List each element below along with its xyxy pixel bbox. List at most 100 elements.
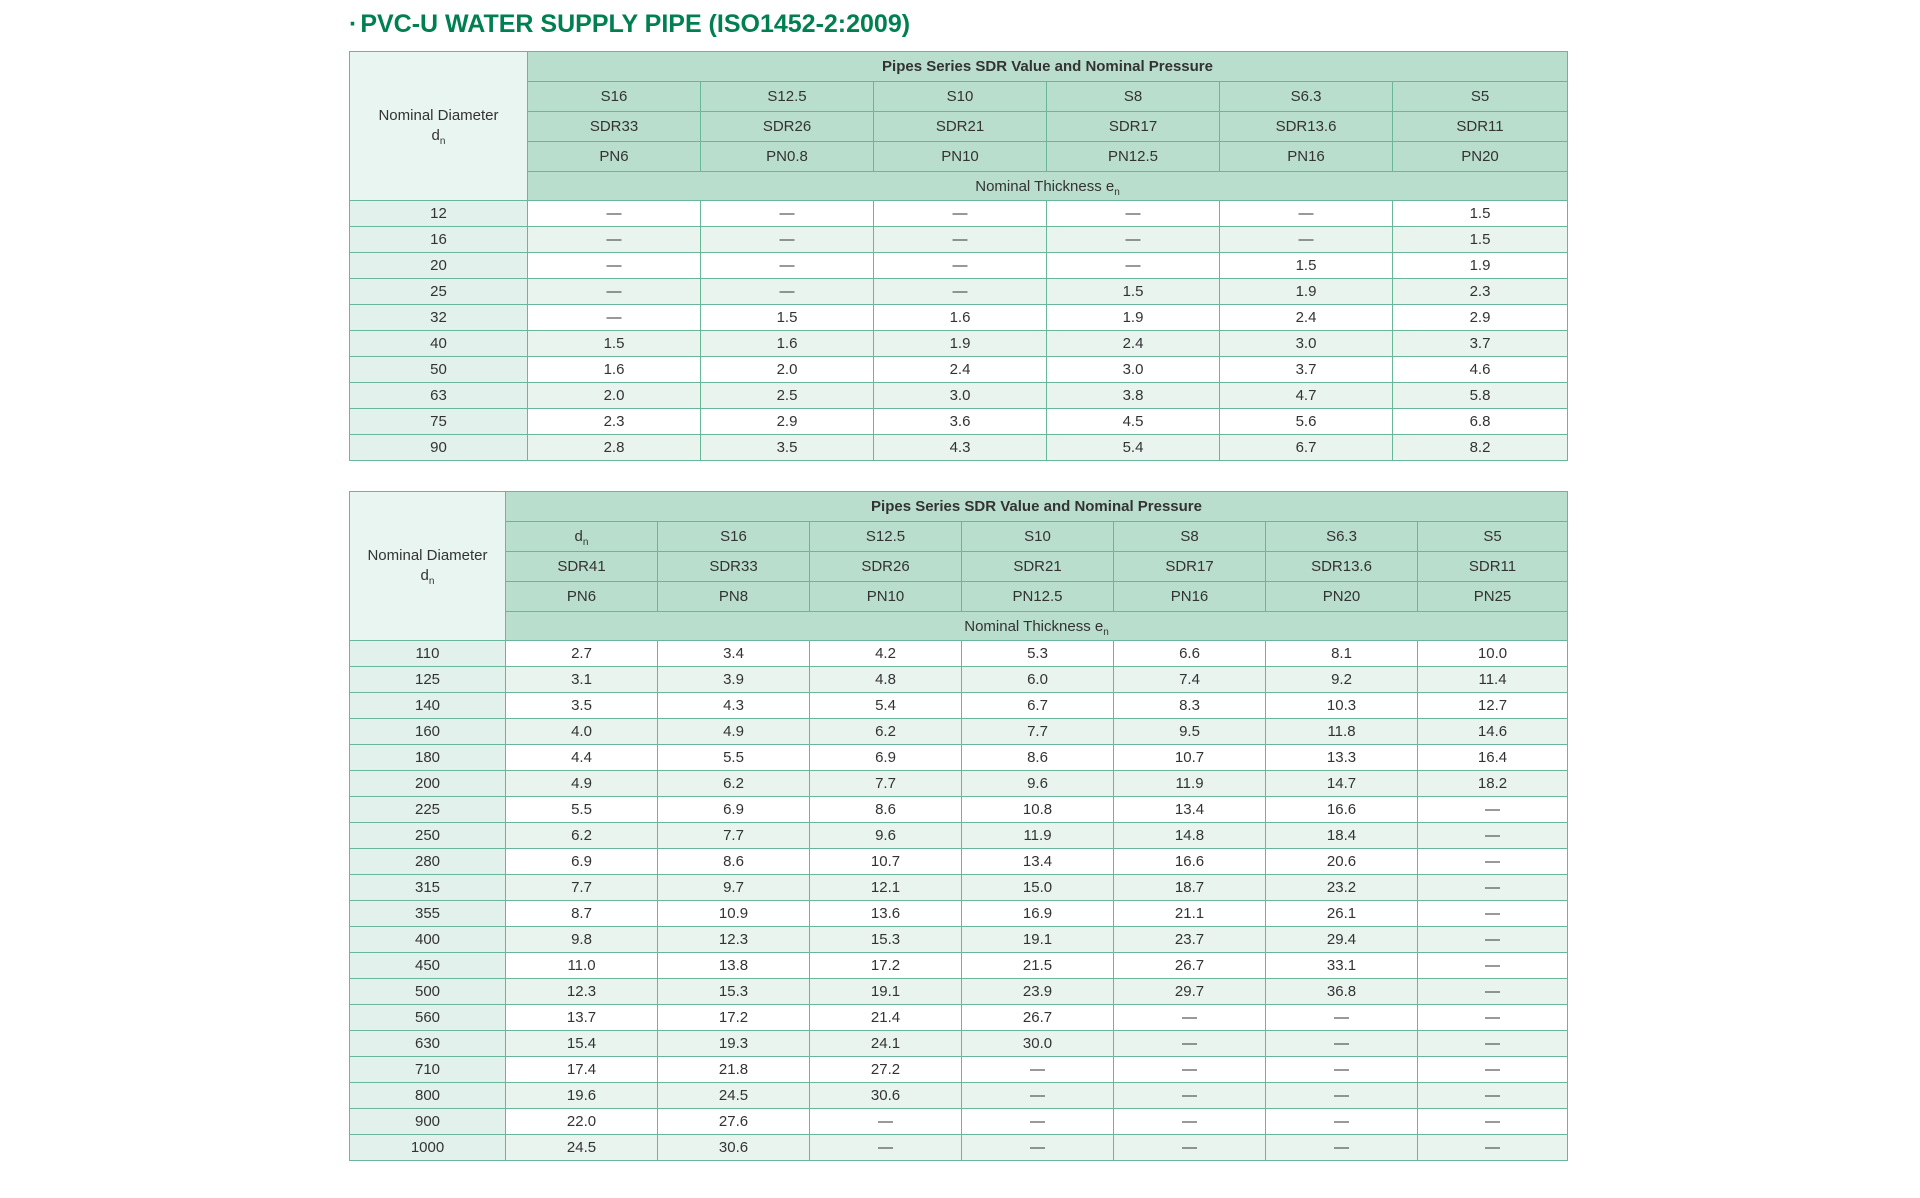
sdr-value-cell: SDR26 [809,551,962,582]
thickness-value-cell: 4.5 [1046,408,1220,435]
thickness-value-cell: 21.5 [961,952,1114,979]
thickness-value-cell: — [873,200,1047,227]
thickness-value-cell: — [873,278,1047,305]
thickness-value-cell: 22.0 [505,1108,658,1135]
thickness-value-cell: 19.3 [657,1030,810,1057]
thickness-value-cell: 9.6 [809,822,962,849]
diameter-cell: 315 [349,874,506,901]
thickness-value-cell: 3.0 [1046,356,1220,383]
thickness-value-cell: 1.5 [1391,200,1569,227]
sdr-value-cell: SDR17 [1113,551,1266,582]
thickness-value-cell: 6.0 [961,666,1114,693]
thickness-value-cell: — [1416,926,1569,953]
thickness-value-cell: 6.9 [809,744,962,771]
diameter-cell: 75 [349,408,528,435]
thickness-value-cell: 13.4 [1113,796,1266,823]
table-row: 450 11.0 13.8 17.2 21.5 26.7 33.1— [349,952,1569,979]
thickness-value-cell: 8.7 [505,900,658,927]
table-row: 16— — — — —1.5 [349,226,1569,253]
thickness-value-cell: 26.7 [961,1004,1114,1031]
thickness-value-cell: 4.3 [657,692,810,719]
thickness-value-cell: 1.9 [873,330,1047,357]
thickness-value-cell: — [1113,1030,1266,1057]
thickness-value-cell: 8.6 [657,848,810,875]
thickness-value-cell: — [1113,1056,1266,1083]
thickness-value-cell: 11.0 [505,952,658,979]
thickness-value-cell: — [1416,796,1569,823]
thickness-value-cell: 1.5 [700,304,874,331]
thickness-value-cell: — [527,278,701,305]
sdr-value-cell: SDR11 [1391,111,1569,142]
thickness-value-cell: 6.6 [1113,640,1266,667]
s-value-cell: S12.5 [700,81,874,112]
thickness-value-cell: 7.7 [961,718,1114,745]
table-row: 12— — — — —1.5 [349,200,1569,227]
s-value-cell: S6.3 [1219,81,1393,112]
thickness-value-cell: — [873,252,1047,279]
table-row: 25— — —1.5 1.9 2.3 [349,278,1569,305]
thickness-value-cell: 12.3 [505,978,658,1005]
thickness-value-cell: 2.9 [1391,304,1569,331]
thickness-value-cell: — [527,226,701,253]
diameter-cell: 225 [349,796,506,823]
sdr-value-cell: SDR21 [873,111,1047,142]
title-bullet: · [349,10,358,38]
table-row: 560 13.7 17.2 21.4 26.7— — — [349,1004,1569,1031]
thickness-value-cell: 6.9 [505,848,658,875]
thickness-value-cell: 18.2 [1416,770,1569,797]
thickness-value-cell: — [1113,1134,1266,1161]
diameter-cell: 90 [349,434,528,461]
thickness-value-cell: — [1265,1108,1418,1135]
pn-value-cell: PN16 [1113,581,1266,612]
thickness-value-cell: — [700,278,874,305]
thickness-value-cell: 13.3 [1265,744,1418,771]
table-row: 250 6.2 7.7 9.6 11.9 14.8 18.4— [349,822,1569,849]
thickness-value-cell: — [1046,252,1220,279]
table-row: 315 7.7 9.7 12.1 15.0 18.7 23.2— [349,874,1569,901]
thickness-value-cell: 3.8 [1046,382,1220,409]
pn-value-cell: PN20 [1265,581,1418,612]
thickness-value-cell: 12.7 [1416,692,1569,719]
s-value-cell: S10 [873,81,1047,112]
thickness-value-cell: 1.5 [1046,278,1220,305]
thickness-value-cell: 21.8 [657,1056,810,1083]
pn-value-cell: PN12.5 [961,581,1114,612]
thickness-value-cell: 16.6 [1113,848,1266,875]
table-row: 20— — — —1.5 1.9 [349,252,1569,279]
diameter-cell: 1000 [349,1134,506,1161]
thickness-value-cell: — [1265,1134,1418,1161]
thickness-value-cell: 7.7 [657,822,810,849]
thickness-value-cell: — [1265,1030,1418,1057]
thickness-value-cell: 6.7 [1219,434,1393,461]
thickness-value-cell: 21.4 [809,1004,962,1031]
thickness-value-cell: — [1219,200,1393,227]
pn-value-cell: PN6 [505,581,658,612]
group-header: Pipes Series SDR Value and Nominal Press… [504,491,1569,522]
sdr-value-cell: SDR41 [505,551,658,582]
thickness-value-cell: 15.0 [961,874,1114,901]
thickness-value-cell: — [1416,874,1569,901]
thickness-value-cell: — [1113,1004,1266,1031]
diameter-cell: 180 [349,744,506,771]
diameter-cell: 710 [349,1056,506,1083]
thickness-value-cell: 11.4 [1416,666,1569,693]
table-row: 40 1.5 1.6 1.9 2.4 3.0 3.7 [349,330,1569,357]
thickness-value-cell: 15.3 [657,978,810,1005]
corner-nominal-diameter-label: Nominal Diameter dn [349,51,528,201]
thickness-value-cell: 6.2 [505,822,658,849]
thickness-value-cell: — [700,252,874,279]
table-row: 63 2.0 2.5 3.0 3.8 4.7 5.8 [349,382,1569,409]
diameter-cell: 125 [349,666,506,693]
thickness-value-cell: 8.1 [1265,640,1418,667]
sdr-value-cell: SDR33 [527,111,701,142]
thickness-value-cell: — [1416,952,1569,979]
table-row: 225 5.5 6.9 8.6 10.8 13.4 16.6— [349,796,1569,823]
diameter-cell: 250 [349,822,506,849]
thickness-value-cell: 5.4 [1046,434,1220,461]
diameter-cell: 110 [349,640,506,667]
group-header: Pipes Series SDR Value and Nominal Press… [526,51,1569,82]
table-row: 140 3.5 4.3 5.4 6.7 8.3 10.3 12.7 [349,692,1569,719]
thickness-value-cell: 7.7 [809,770,962,797]
thickness-value-cell: 15.3 [809,926,962,953]
thickness-value-cell: 2.9 [700,408,874,435]
